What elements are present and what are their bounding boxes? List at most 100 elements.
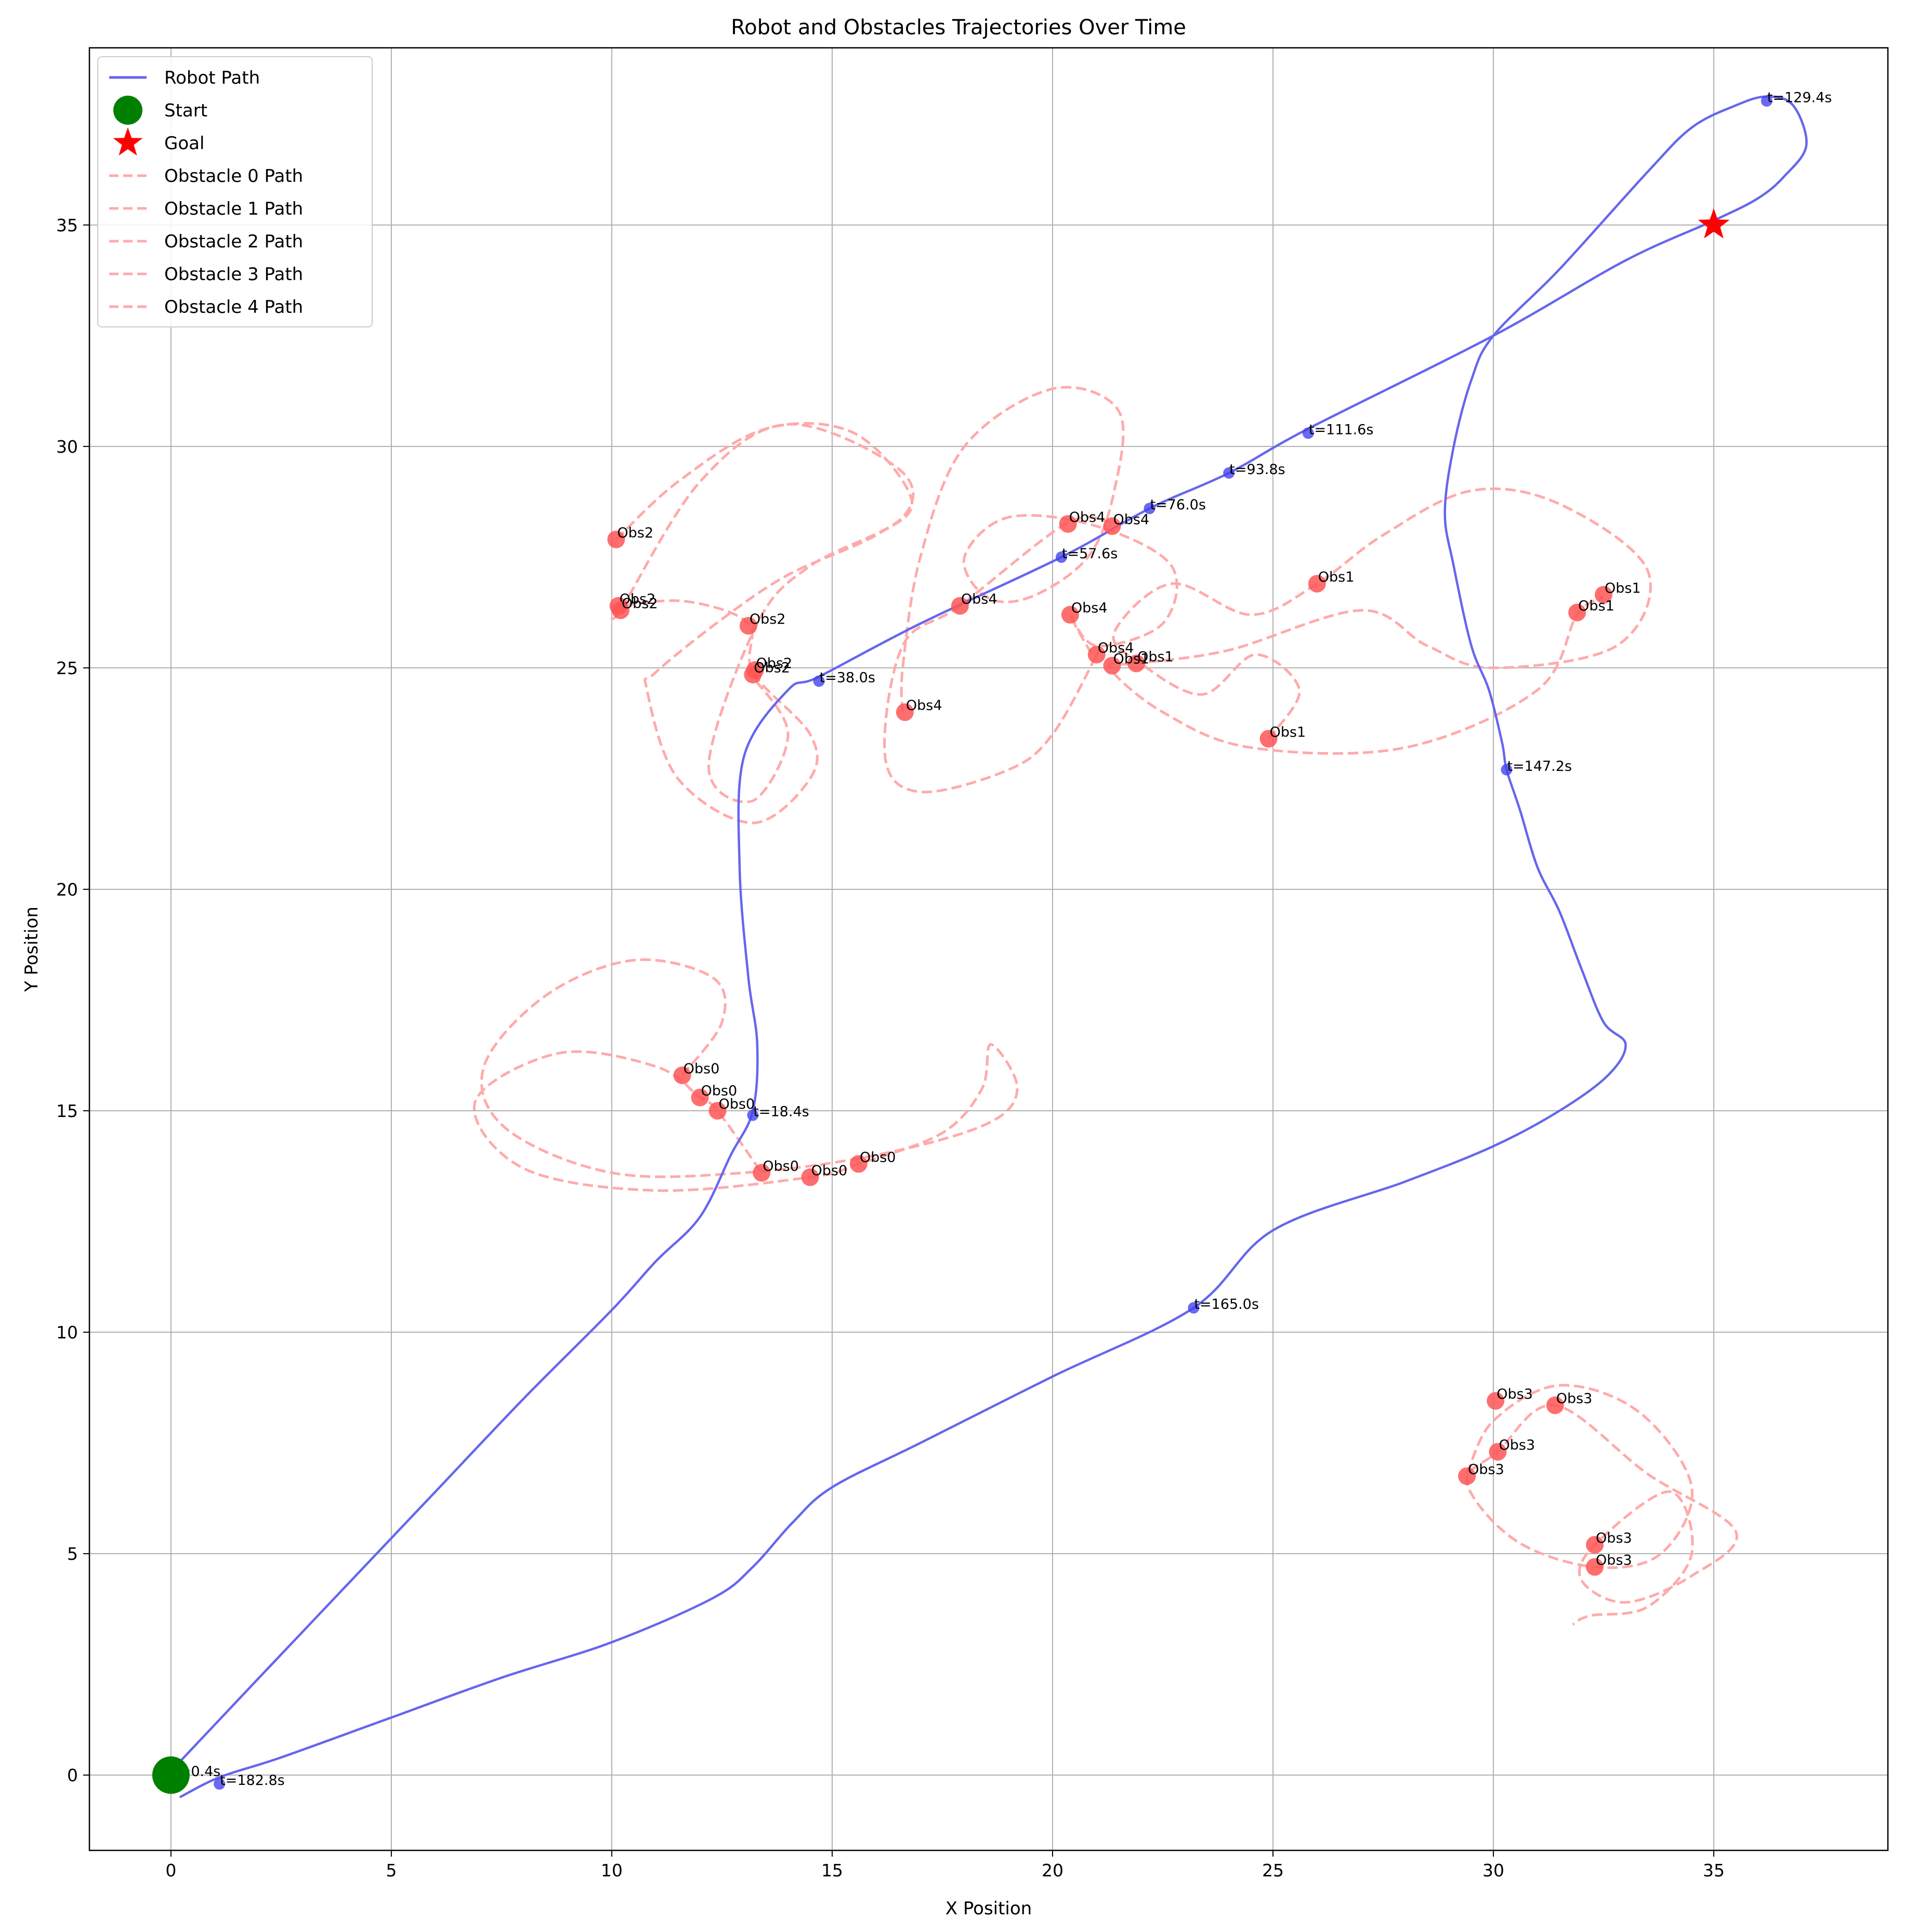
obstacle-marker-point [1308, 575, 1326, 593]
robot-path-line [179, 95, 1808, 1798]
obstacle-marker-label: Obs4 [1113, 511, 1149, 528]
obstacle-marker-point [1103, 517, 1121, 535]
y-tick-label: 20 [56, 879, 78, 900]
obstacle-marker-label: Obs0 [811, 1163, 848, 1179]
obstacle-marker-point [607, 530, 625, 548]
x-tick-label: 10 [601, 1860, 623, 1881]
obstacle-marker-point [611, 601, 629, 620]
obstacle-marker-point [708, 1102, 727, 1120]
time-marker-label: t=76.0s [1150, 497, 1206, 513]
time-marker-label: t=129.4s [1767, 89, 1832, 106]
time-marker-point [1501, 764, 1513, 776]
obstacle-marker-label: Obs3 [1468, 1462, 1504, 1478]
obstacle-marker-point [691, 1088, 709, 1107]
x-tick-label: 5 [386, 1860, 397, 1881]
obstacle-marker-label: Obs0 [718, 1096, 755, 1112]
obstacle-marker-label: Obs2 [756, 655, 793, 672]
obstacle-marker-label: Obs1 [1137, 649, 1174, 665]
time-marker-label: t=147.2s [1507, 758, 1572, 774]
obstacle-marker-point [1259, 730, 1278, 748]
obstacle-marker-label: Obs4 [1098, 640, 1134, 656]
obstacle-marker-label: Obs1 [1605, 580, 1641, 596]
obstacle-marker-point [1103, 656, 1121, 675]
x-tick-label: 0 [165, 1860, 176, 1881]
obstacle-marker-label: Obs3 [1596, 1530, 1632, 1546]
x-tick-label: 25 [1262, 1860, 1284, 1881]
obstacle-marker-label: Obs2 [622, 596, 658, 612]
obstacle-marker-label: Obs0 [684, 1061, 720, 1077]
x-tick-label: 20 [1042, 1860, 1063, 1881]
legend-goal-swatch [113, 127, 143, 156]
obstacle-path-line [883, 386, 1178, 794]
y-tick-label: 25 [56, 658, 78, 678]
start-marker-point [152, 1756, 190, 1794]
x-tick-label: 30 [1482, 1860, 1504, 1881]
obstacle-marker-label: Obs3 [1496, 1386, 1533, 1402]
obstacle-marker-label: Obs3 [1556, 1391, 1593, 1407]
legend-entry-label: Obstacle 0 Path [164, 166, 303, 187]
legend-entry-label: Obstacle 3 Path [164, 264, 303, 285]
grid-lines [89, 48, 1888, 1850]
time-marker-label: t=57.6s [1062, 546, 1118, 562]
time-marker-point [1144, 503, 1156, 515]
obstacle-marker-label: Obs4 [1069, 509, 1106, 525]
legend-start-swatch [113, 96, 142, 125]
time-marker-point [813, 675, 825, 687]
obstacle-marker-point [1568, 603, 1586, 622]
time-marker-point [1055, 551, 1067, 563]
obstacle-path-line [472, 958, 1019, 1192]
obstacle-marker-point [849, 1155, 868, 1173]
time-marker-point [214, 1778, 226, 1790]
legend-entry-label: Obstacle 1 Path [164, 199, 303, 219]
y-tick-label: 5 [67, 1544, 78, 1564]
y-tick-label: 35 [56, 215, 78, 235]
time-markers: t=0.4st=18.4st=38.0st=57.6st=76.0st=93.8… [167, 89, 1832, 1790]
obstacle-marker-label: Obs4 [961, 592, 997, 608]
start-goal-markers [152, 208, 1730, 1794]
time-marker-point [1302, 427, 1314, 439]
obstacle-marker-label: Obs2 [754, 660, 790, 676]
x-tick-label: 35 [1703, 1860, 1725, 1881]
legend-box [97, 56, 373, 327]
time-marker-label: t=93.8s [1229, 462, 1285, 478]
obstacle-path-line [610, 422, 915, 824]
obstacle-marker-point [1546, 1396, 1564, 1414]
legend-entry-label: Goal [164, 133, 204, 154]
obstacle-marker-label: Obs4 [906, 698, 942, 714]
time-marker-point [747, 1109, 759, 1121]
robot-path-group [179, 95, 1808, 1798]
y-axis-label: Y Position [21, 906, 42, 992]
x-tick-label: 15 [821, 1860, 843, 1881]
legend-entry-label: Obstacle 2 Path [164, 231, 303, 252]
obstacle-marker-point [1087, 646, 1106, 664]
y-tick-label: 30 [56, 437, 78, 457]
obstacle-marker-point [753, 1164, 771, 1182]
obstacle-marker-point [1595, 586, 1613, 604]
obstacle-marker-point [801, 1168, 819, 1186]
obstacle-marker-label: Obs2 [750, 611, 786, 627]
time-marker-label: t=111.6s [1309, 422, 1374, 438]
obstacle-marker-point [739, 616, 757, 635]
legend-entry-label: Robot Path [164, 68, 260, 88]
goal-marker-point [1698, 208, 1730, 239]
obstacle-marker-point [1586, 1536, 1604, 1554]
obstacle-marker-label: Obs1 [1578, 598, 1614, 614]
legend-entry-label: Obstacle 4 Path [164, 297, 303, 318]
obstacle-marker-point [744, 665, 762, 684]
obstacle-marker-label: Obs0 [860, 1149, 896, 1165]
time-marker-point [1188, 1302, 1200, 1314]
obstacle-marker-point [1059, 515, 1077, 533]
legend-entry-label: Start [164, 100, 207, 121]
obstacle-marker-point [1489, 1443, 1507, 1461]
time-marker-label: t=38.0s [820, 669, 875, 686]
obstacle-marker-label: Obs0 [763, 1158, 799, 1174]
time-marker-label: t=182.8s [220, 1772, 285, 1789]
obstacle-marker-point [896, 703, 914, 721]
obstacle-marker-point [1586, 1558, 1604, 1576]
y-tick-label: 10 [56, 1322, 78, 1343]
obstacle-marker-label: Obs1 [1318, 569, 1355, 585]
obstacle-marker-label: Obs3 [1499, 1437, 1535, 1453]
obstacle-marker-point [1487, 1392, 1505, 1410]
